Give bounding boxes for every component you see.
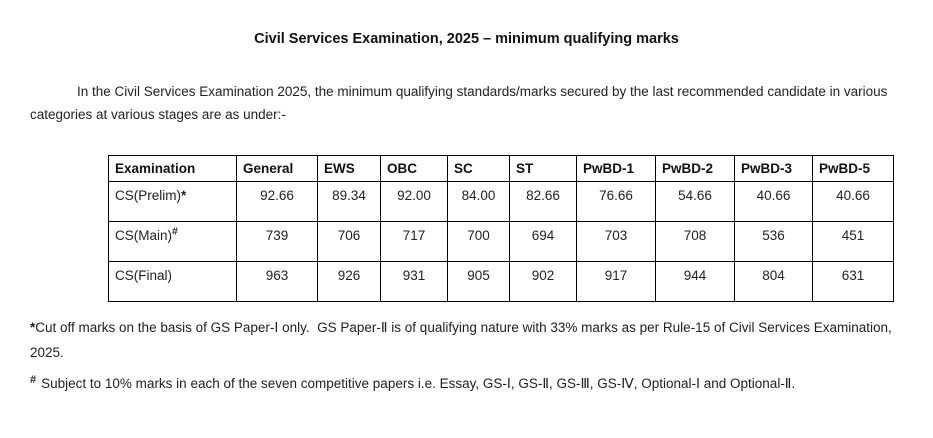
mark-value-cell: 536 xyxy=(734,221,813,262)
exam-label-cell: CS(Final) xyxy=(108,261,237,302)
mark-value-cell: 84.00 xyxy=(447,181,510,222)
table-header-row: Examination General EWS OBC SC ST PwBD-1… xyxy=(108,155,894,182)
col-header-pwbd1: PwBD-1 xyxy=(576,155,656,182)
mark-value-cell: 739 xyxy=(236,221,318,262)
mark-value-cell: 703 xyxy=(576,221,656,262)
col-header-st: ST xyxy=(509,155,577,182)
mark-value-cell: 708 xyxy=(655,221,735,262)
exam-label: CS(Prelim) xyxy=(115,188,181,203)
footnote-main: # Subject to 10% marks in each of the sev… xyxy=(30,371,914,396)
mark-value-cell: 804 xyxy=(734,261,813,302)
mark-value-cell: 706 xyxy=(317,221,381,262)
mark-value-cell: 905 xyxy=(447,261,510,302)
hash-marker: # xyxy=(30,373,37,386)
mark-value-cell: 944 xyxy=(655,261,735,302)
mark-value-cell: 700 xyxy=(447,221,510,262)
mark-value-cell: 717 xyxy=(380,221,448,262)
mark-value-cell: 76.66 xyxy=(576,181,656,222)
intro-paragraph: In the Civil Services Examination 2025, … xyxy=(30,84,888,122)
mark-value-cell: 926 xyxy=(317,261,381,302)
mark-value-cell: 631 xyxy=(812,261,894,302)
exam-label: CS(Final) xyxy=(115,268,173,283)
mark-value-cell: 54.66 xyxy=(655,181,735,222)
col-header-pwbd3: PwBD-3 xyxy=(734,155,813,182)
mark-value-cell: 931 xyxy=(380,261,448,302)
exam-label-cell: CS(Prelim)* xyxy=(108,181,237,222)
col-header-general: General xyxy=(236,155,318,182)
mark-value-cell: 451 xyxy=(812,221,894,262)
exam-label-cell: CS(Main)# xyxy=(108,221,237,262)
mark-value-cell: 694 xyxy=(509,221,577,262)
footnote-main-text: Subject to 10% marks in each of the seve… xyxy=(41,376,796,391)
mark-value-cell: 92.66 xyxy=(236,181,318,222)
mark-value-cell: 40.66 xyxy=(812,181,894,222)
col-header-pwbd2: PwBD-2 xyxy=(655,155,735,182)
main-footnote-marker: # xyxy=(172,225,178,238)
qualifying-marks-table: Examination General EWS OBC SC ST PwBD-1… xyxy=(108,155,894,302)
mark-value-cell: 82.66 xyxy=(509,181,577,222)
mark-value-cell: 89.34 xyxy=(317,181,381,222)
footnote-prelim-text: Cut off marks on the basis of GS Paper-Ⅰ… xyxy=(30,320,896,360)
mark-value-cell: 40.66 xyxy=(734,181,813,222)
footnote-prelim: *Cut off marks on the basis of GS Paper-… xyxy=(30,315,914,365)
mark-value-cell: 963 xyxy=(236,261,318,302)
col-header-examination: Examination xyxy=(108,155,237,182)
table-row-final: CS(Final) 963 926 931 905 902 917 944 80… xyxy=(108,261,894,302)
mark-value-cell: 917 xyxy=(576,261,656,302)
col-header-obc: OBC xyxy=(380,155,448,182)
mark-value-cell: 92.00 xyxy=(380,181,448,222)
page-title: Civil Services Examination, 2025 – minim… xyxy=(254,31,679,47)
asterisk-marker: * xyxy=(30,320,36,335)
mark-value-cell: 902 xyxy=(509,261,577,302)
col-header-ews: EWS xyxy=(317,155,381,182)
col-header-sc: SC xyxy=(447,155,510,182)
exam-label: CS(Main) xyxy=(115,228,173,243)
prelim-footnote-marker: * xyxy=(181,188,187,203)
col-header-pwbd5: PwBD-5 xyxy=(812,155,894,182)
table-row-main: CS(Main)# 739 706 717 700 694 703 708 53… xyxy=(108,221,894,262)
table-row-prelim: CS(Prelim)* 92.66 89.34 92.00 84.00 82.6… xyxy=(108,181,894,222)
